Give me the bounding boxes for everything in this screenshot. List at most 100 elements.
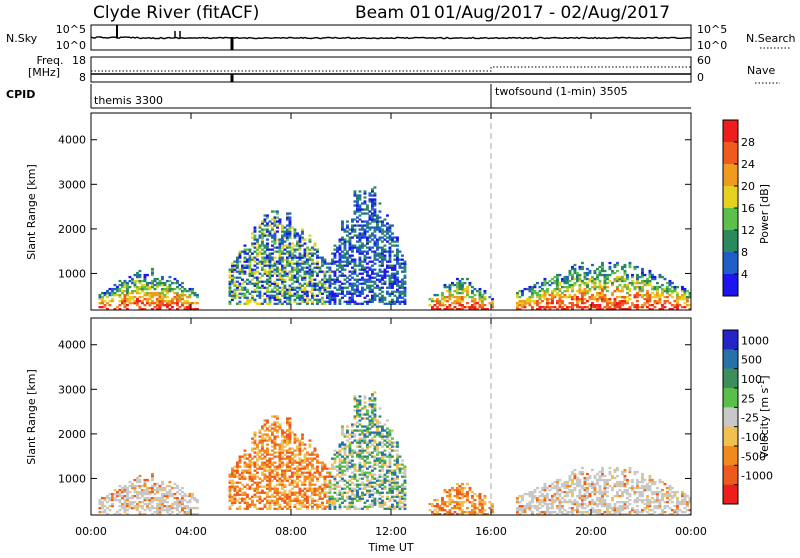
power-cell <box>519 300 522 302</box>
power-cell <box>131 302 134 304</box>
velocity-cell <box>479 503 482 505</box>
power-cell <box>674 304 677 306</box>
velocity-cell <box>276 472 279 474</box>
power-cell <box>641 288 644 290</box>
power-cell <box>359 261 362 263</box>
power-cell <box>289 242 292 244</box>
power-cell <box>279 253 282 255</box>
power-cell <box>371 285 374 287</box>
velocity-cell <box>374 405 377 407</box>
velocity-cell <box>229 474 232 476</box>
power-cell <box>254 271 257 273</box>
power-cell <box>366 275 369 277</box>
velocity-cell <box>459 505 462 507</box>
velocity-cell <box>349 441 352 443</box>
velocity-cell <box>319 488 322 490</box>
velocity-cell <box>284 500 287 502</box>
velocity-cell <box>241 492 244 494</box>
velocity-cell <box>401 476 404 478</box>
velocity-cell <box>304 453 307 455</box>
velocity-cell <box>351 453 354 455</box>
power-cell <box>279 301 282 303</box>
velocity-cell <box>289 478 292 480</box>
velocity-cell <box>104 509 107 511</box>
velocity-cell <box>321 468 324 470</box>
power-cell <box>316 248 319 250</box>
power-cell <box>459 282 462 284</box>
velocity-cell <box>394 464 397 466</box>
power-cell <box>296 277 299 279</box>
power-cell <box>566 286 569 288</box>
velocity-cell <box>379 470 382 472</box>
power-cell <box>386 240 389 242</box>
velocity-cell <box>259 492 262 494</box>
power-cell <box>269 259 272 261</box>
power-cell <box>329 263 332 265</box>
velocity-cell <box>379 458 382 460</box>
power-cell <box>254 273 257 275</box>
velocity-cell <box>291 484 294 486</box>
power-cell <box>326 279 329 281</box>
velocity-cell <box>306 502 309 504</box>
velocity-cell <box>279 466 282 468</box>
power-cell <box>451 294 454 296</box>
velocity-cell <box>346 482 349 484</box>
power-cell <box>339 248 342 250</box>
power-cell <box>404 299 407 301</box>
velocity-cell <box>249 478 252 480</box>
power-cell <box>334 257 337 259</box>
velocity-cell <box>356 486 359 488</box>
power-cell <box>294 289 297 291</box>
power-cell <box>636 278 639 280</box>
velocity-cell <box>349 443 352 445</box>
power-cell <box>666 290 669 292</box>
power-cell <box>586 306 589 308</box>
power-cell <box>581 268 584 270</box>
power-cell <box>234 297 237 299</box>
power-cell <box>286 303 289 305</box>
power-cell <box>279 269 282 271</box>
velocity-cell <box>396 482 399 484</box>
power-cell <box>644 294 647 296</box>
power-cell <box>376 287 379 289</box>
power-cell <box>606 306 609 308</box>
power-cell <box>389 281 392 283</box>
velocity-cell <box>376 449 379 451</box>
power-cell <box>229 295 232 297</box>
power-cell <box>234 283 237 285</box>
power-cell <box>396 240 399 242</box>
power-cell <box>479 306 482 308</box>
velocity-cell <box>339 506 342 508</box>
velocity-cell <box>164 493 167 495</box>
power-cell <box>126 294 129 296</box>
power-cell <box>379 279 382 281</box>
velocity-cell <box>271 458 274 460</box>
power-cell <box>649 284 652 286</box>
velocity-cell <box>166 493 169 495</box>
velocity-cell <box>474 511 477 513</box>
velocity-cell <box>126 493 129 495</box>
power-cell <box>639 290 642 292</box>
velocity-cell <box>284 480 287 482</box>
velocity-cell <box>461 503 464 505</box>
power-cell <box>146 302 149 304</box>
power-cell <box>584 298 587 300</box>
velocity-cell <box>364 437 367 439</box>
velocity-cell <box>174 487 177 489</box>
velocity-cell <box>349 453 352 455</box>
velocity-cell <box>364 466 367 468</box>
velocity-cell <box>369 494 372 496</box>
velocity-cell <box>356 405 359 407</box>
power-cell <box>334 271 337 273</box>
power-cell <box>564 276 567 278</box>
power-cell <box>291 267 294 269</box>
velocity-cell <box>306 500 309 502</box>
power-cell <box>301 261 304 263</box>
velocity-cell <box>384 482 387 484</box>
power-cell <box>614 298 617 300</box>
velocity-cell <box>469 501 472 503</box>
power-cell <box>284 267 287 269</box>
velocity-cell <box>371 455 374 457</box>
power-cell <box>546 304 549 306</box>
power-cell <box>381 299 384 301</box>
